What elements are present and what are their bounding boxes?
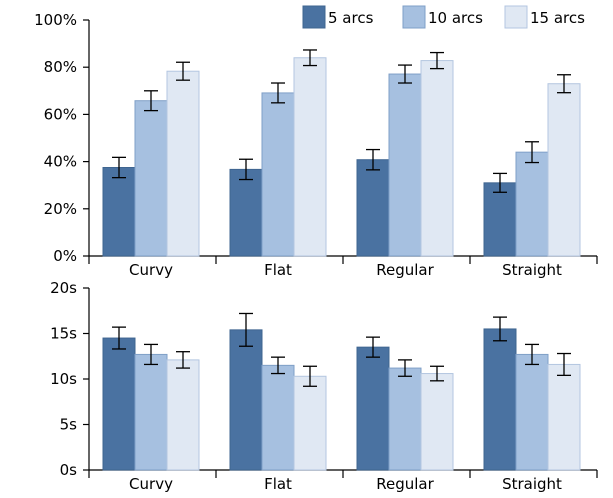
bar — [166, 359, 200, 471]
bar — [483, 328, 517, 471]
y-tick-label: 20% — [44, 200, 77, 218]
x-category-label: Straight — [502, 475, 562, 493]
bar — [293, 57, 327, 257]
bar — [356, 159, 390, 257]
x-category-label: Straight — [502, 261, 562, 279]
legend: 5 arcs 10 arcs 15 arcs — [302, 5, 585, 29]
y-tick-label: 100% — [34, 11, 77, 29]
legend-label: 5 arcs — [328, 9, 374, 27]
y-tick-label: 5s — [60, 416, 78, 434]
bar — [388, 367, 422, 471]
x-category-label: Curvy — [129, 261, 173, 279]
bar — [388, 73, 422, 257]
bar — [420, 60, 454, 257]
bar — [547, 83, 581, 257]
bar — [134, 353, 168, 471]
bar — [261, 92, 295, 257]
bar — [102, 167, 136, 257]
x-category-label: Regular — [376, 261, 434, 279]
x-category-label: Flat — [264, 475, 292, 493]
y-tick-label: 10s — [50, 370, 77, 388]
bar — [229, 329, 263, 471]
y-tick-label: 80% — [44, 58, 77, 76]
bar — [547, 363, 581, 471]
y-tick-label: 0% — [53, 247, 77, 265]
y-tick-label: 20s — [50, 279, 77, 297]
y-tick-label: 15s — [50, 325, 77, 343]
y-tick-label: 0s — [60, 461, 78, 479]
bar — [102, 337, 136, 471]
bar — [293, 375, 327, 471]
bar — [229, 168, 263, 257]
x-category-label: Regular — [376, 475, 434, 493]
chart-panel-1: 0% 20% 40% 60% 80% 100% Curvy Flat Regular Straig… — [34, 5, 598, 279]
bar — [166, 70, 200, 257]
bar — [483, 182, 517, 257]
bar — [420, 373, 454, 471]
legend-swatch — [302, 5, 326, 29]
x-category-label: Curvy — [129, 475, 173, 493]
legend-swatch — [402, 5, 426, 29]
y-tick-label: 40% — [44, 153, 77, 171]
legend-swatch — [504, 5, 528, 29]
legend-label: 15 arcs — [530, 9, 585, 27]
bar — [261, 364, 295, 471]
chart-panel-2: 0s 5s 10s 15s 20s Curvy Flat Regular Straight — [50, 279, 598, 493]
x-category-label: Flat — [264, 261, 292, 279]
bar — [515, 151, 549, 257]
bar — [356, 346, 390, 471]
y-tick-label: 60% — [44, 105, 77, 123]
bar — [134, 100, 168, 257]
bar — [515, 353, 549, 471]
legend-label: 10 arcs — [428, 9, 483, 27]
